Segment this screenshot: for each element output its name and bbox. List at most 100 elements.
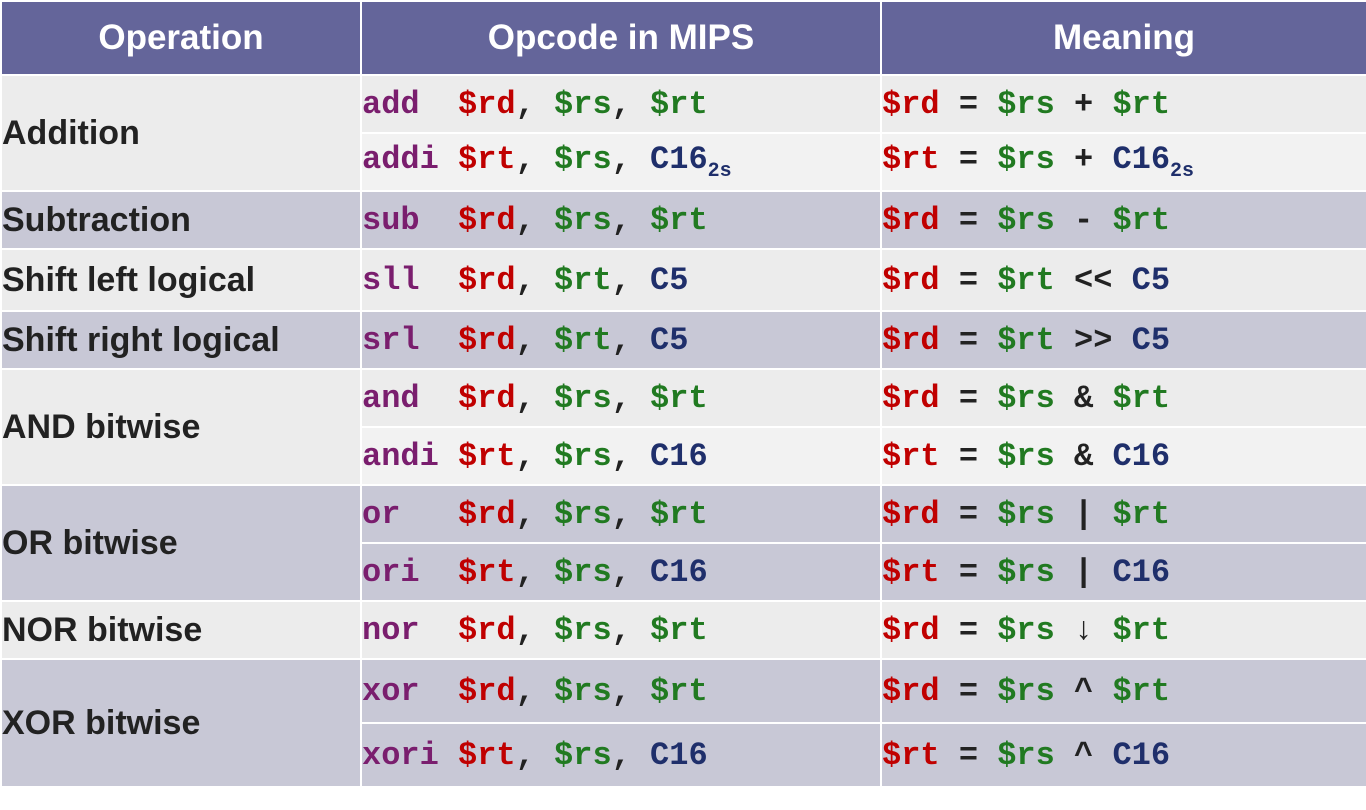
meaning-operand: $rt bbox=[1112, 201, 1171, 239]
arg-3: $rt bbox=[650, 495, 708, 533]
opcode-cell: sll $rd, $rt, C5 bbox=[360, 248, 882, 312]
meaning-src: $rs bbox=[997, 553, 1055, 591]
mnemonic: srl bbox=[362, 321, 439, 359]
opcode-cell: add $rd, $rs, $rt bbox=[360, 74, 882, 134]
arg-1: $rt bbox=[458, 437, 516, 475]
arg-2: $rt bbox=[554, 321, 612, 359]
meaning-operator: | bbox=[1074, 495, 1094, 533]
meaning-src: $rs bbox=[997, 611, 1055, 649]
meaning-operand: $rt bbox=[1112, 379, 1171, 417]
arg-1: $rt bbox=[458, 553, 516, 591]
header-operation: Operation bbox=[0, 0, 362, 76]
arg-3: C16 bbox=[650, 736, 708, 774]
meaning-dest: $rd bbox=[882, 379, 940, 417]
arg-3: C16 bbox=[650, 437, 708, 475]
arg-3: C5 bbox=[650, 261, 689, 299]
opcode-cell: and $rd, $rs, $rt bbox=[360, 368, 882, 428]
arg-3: C5 bbox=[650, 321, 689, 359]
arg-3: $rt bbox=[650, 611, 708, 649]
arg-2: $rs bbox=[554, 437, 612, 475]
meaning-dest: $rd bbox=[882, 261, 940, 299]
meaning-dest: $rd bbox=[882, 201, 940, 239]
opcode-cell: addi $rt, $rs, C162s bbox=[360, 132, 882, 192]
arg-3: $rt bbox=[650, 201, 708, 239]
meaning-operand: $rt bbox=[1112, 672, 1171, 710]
header-meaning: Meaning bbox=[880, 0, 1366, 76]
meaning-src: $rs bbox=[997, 672, 1055, 710]
table-header-row: Operation Opcode in MIPS Meaning bbox=[0, 0, 1366, 76]
meaning-dest: $rd bbox=[882, 321, 940, 359]
meaning-operand: C16 bbox=[1112, 736, 1171, 774]
operation-name: XOR bitwise bbox=[0, 658, 362, 788]
meaning-src: $rt bbox=[997, 261, 1055, 299]
meaning-operand: C16 bbox=[1112, 141, 1171, 178]
arg-3: C16 bbox=[650, 553, 708, 591]
table-row: NOR bitwise nor $rd, $rs, $rt $rd = $rs … bbox=[0, 600, 1366, 660]
table-row: xori $rt, $rs, C16 $rt = $rs ^ C16 bbox=[1, 722, 1366, 788]
meaning-cell: $rd = $rt >> C5 bbox=[880, 310, 1366, 370]
meaning-src: $rs bbox=[997, 736, 1055, 774]
arg-2: $rs bbox=[554, 553, 612, 591]
arg-1: $rd bbox=[458, 321, 516, 359]
meaning-operand: $rt bbox=[1112, 85, 1171, 123]
table-row: andi $rt, $rs, C16 $rt = $rs & C16 bbox=[1, 426, 1366, 486]
opcode-cell: xor $rd, $rs, $rt bbox=[360, 658, 882, 724]
meaning-operator: + bbox=[1074, 85, 1094, 123]
table-row: Subtraction sub $rd, $rs, $rt $rd = $rs … bbox=[0, 190, 1366, 250]
arg-2: $rs bbox=[554, 379, 612, 417]
meaning-operand: C5 bbox=[1131, 261, 1171, 299]
table-row: OR bitwise or $rd, $rs, $rt $rd = $rs | … bbox=[0, 484, 1366, 602]
meaning-operator: << bbox=[1074, 261, 1113, 299]
twos-complement-subscript: 2s bbox=[707, 160, 732, 183]
meaning-operator: ^ bbox=[1074, 672, 1094, 710]
meaning-operand: C5 bbox=[1131, 321, 1171, 359]
meaning-dest: $rt bbox=[882, 141, 940, 178]
operation-name: Shift right logical bbox=[0, 310, 362, 370]
operation-name: Shift left logical bbox=[0, 248, 362, 312]
mnemonic: ori bbox=[362, 553, 439, 591]
arg-2: $rs bbox=[554, 495, 612, 533]
opcode-cell: nor $rd, $rs, $rt bbox=[360, 600, 882, 660]
mnemonic: sub bbox=[362, 201, 439, 239]
meaning-operand: $rt bbox=[1112, 611, 1171, 649]
table-row: Addition add $rd, $rs, $rt $rd = $rs + $… bbox=[0, 74, 1366, 192]
operation-name: AND bitwise bbox=[0, 368, 362, 486]
opcode-cell: or $rd, $rs, $rt bbox=[360, 484, 882, 544]
arg-2: $rs bbox=[554, 736, 612, 774]
meaning-cell: $rt = $rs ^ C16 bbox=[880, 722, 1366, 788]
mnemonic: xor bbox=[362, 672, 439, 710]
arg-1: $rd bbox=[458, 201, 516, 239]
meaning-src: $rs bbox=[997, 201, 1055, 239]
mnemonic: nor bbox=[362, 611, 439, 649]
table-row: AND bitwise and $rd, $rs, $rt $rd = $rs … bbox=[0, 368, 1366, 486]
meaning-cell: $rd = $rt << C5 bbox=[880, 248, 1366, 312]
table-row: addi $rt, $rs, C162s $rt = $rs + C162s bbox=[1, 132, 1366, 192]
meaning-src: $rs bbox=[997, 437, 1055, 475]
mnemonic: or bbox=[362, 495, 439, 533]
meaning-cell: $rd = $rs & $rt bbox=[880, 368, 1366, 428]
meaning-cell: $rt = $rs & C16 bbox=[880, 426, 1366, 486]
meaning-src: $rs bbox=[997, 141, 1055, 178]
mnemonic: add bbox=[362, 85, 439, 123]
meaning-dest: $rt bbox=[882, 437, 940, 475]
meaning-cell: $rd = $rs | $rt bbox=[880, 484, 1366, 544]
arg-3: C16 bbox=[650, 141, 708, 178]
meaning-dest: $rd bbox=[882, 85, 940, 123]
table-row: Shift right logical srl $rd, $rt, C5 $rd… bbox=[0, 310, 1366, 370]
arg-2: $rs bbox=[554, 611, 612, 649]
meaning-operand: C16 bbox=[1112, 437, 1171, 475]
meaning-operator: ↓ bbox=[1074, 611, 1094, 649]
arg-1: $rd bbox=[458, 85, 516, 123]
arg-1: $rt bbox=[458, 141, 516, 178]
meaning-dest: $rd bbox=[882, 672, 940, 710]
meaning-src: $rt bbox=[997, 321, 1055, 359]
arg-1: $rd bbox=[458, 379, 516, 417]
meaning-operator: & bbox=[1074, 437, 1094, 475]
operation-name: NOR bitwise bbox=[0, 600, 362, 660]
operation-name: Subtraction bbox=[0, 190, 362, 250]
arg-2: $rs bbox=[554, 85, 612, 123]
meaning-cell: $rt = $rs + C162s bbox=[880, 132, 1366, 192]
meaning-operand: $rt bbox=[1112, 495, 1171, 533]
arg-2: $rs bbox=[554, 141, 612, 178]
meaning-dest: $rd bbox=[882, 611, 940, 649]
